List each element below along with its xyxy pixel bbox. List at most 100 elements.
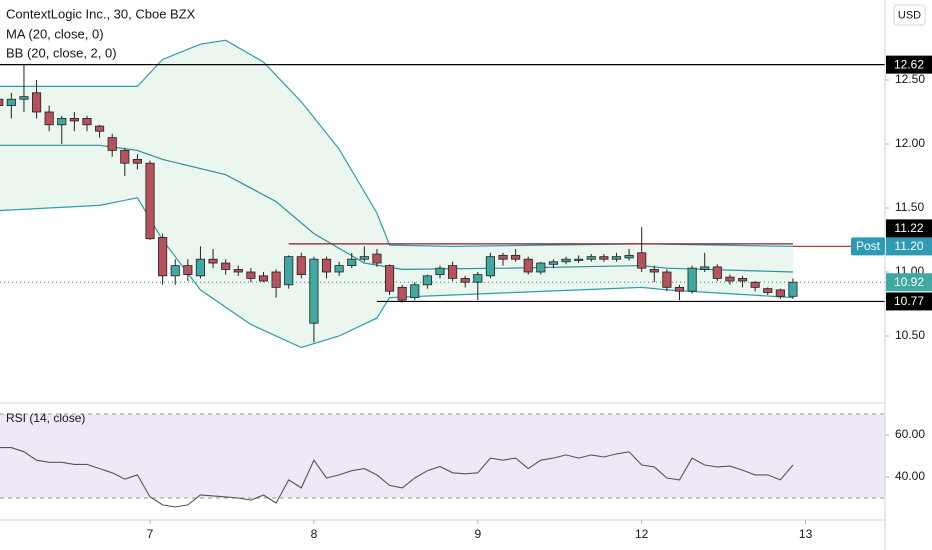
- candle-body: [750, 281, 760, 288]
- candle-body: [158, 237, 168, 277]
- candle-body: [195, 258, 206, 277]
- candle-body: [574, 258, 584, 261]
- axes: 7 8 9 12 1312.5012.0011.5011.0010.5010.7710.…: [147, 55, 932, 541]
- candle-body: [6, 98, 16, 106]
- ma-legend: MA (20, close, 0): [6, 26, 104, 41]
- candle-body: [536, 262, 546, 273]
- candle-body: [498, 254, 508, 260]
- candle-body: [561, 258, 571, 263]
- rsi-tick-label: 60.00: [895, 427, 925, 441]
- candle-body: [548, 261, 559, 265]
- candle-body: [649, 269, 659, 273]
- candle-body: [19, 96, 29, 100]
- candle-body: [473, 274, 483, 283]
- candle-body: [132, 158, 142, 164]
- candle-body: [422, 275, 432, 286]
- candle-body: [372, 253, 382, 264]
- price-label: 10.92: [894, 275, 924, 289]
- candle-body: [44, 111, 54, 126]
- candle-body: [599, 256, 609, 260]
- candle-body: [586, 256, 596, 260]
- candle-body: [775, 289, 785, 297]
- rsi-pane: [0, 413, 885, 508]
- price-label-box: [886, 273, 932, 292]
- candle-body: [208, 258, 218, 264]
- candle-body: [321, 258, 332, 273]
- currency: USD: [898, 9, 921, 21]
- candle-body: [511, 254, 521, 260]
- y-tick-label: 12.50: [895, 72, 925, 86]
- rsi-tick-label: 40.00: [895, 469, 925, 483]
- candle-body: [271, 271, 281, 288]
- price-tag: Post: [856, 239, 881, 253]
- candle-body: [334, 265, 344, 273]
- x-tick-label: 8: [311, 527, 318, 541]
- candle-body: [69, 118, 79, 122]
- rsi-line: [0, 447, 794, 508]
- candle-body: [460, 277, 470, 283]
- candle-body: [674, 286, 685, 292]
- candle-body: [221, 262, 231, 270]
- candle-body: [309, 258, 319, 324]
- bb-upper: [0, 39, 794, 248]
- candle-body: [258, 275, 269, 282]
- price-label-box: [886, 292, 932, 311]
- candle-body: [359, 256, 369, 260]
- price-tag-box: [851, 237, 885, 256]
- candle-body: [170, 265, 180, 277]
- y-tick-label: 12.00: [895, 136, 925, 150]
- candle-body: [82, 118, 92, 126]
- currency-box[interactable]: [893, 4, 926, 26]
- candle-body: [347, 258, 357, 267]
- rsi-band: [0, 414, 885, 498]
- candle-body: [712, 266, 722, 279]
- candle-body: [296, 256, 306, 275]
- bb-lower: [0, 197, 794, 349]
- candle-body: [246, 271, 256, 279]
- candle-body: [662, 271, 672, 288]
- candle-body: [95, 125, 105, 132]
- candle-body: [397, 286, 407, 301]
- candle-body: [611, 256, 622, 260]
- x-tick-label: 7: [147, 527, 154, 541]
- x-tick-label: 9: [474, 527, 481, 541]
- candle-body: [145, 162, 155, 240]
- x-tick-label: 12: [635, 527, 649, 541]
- candle-body: [700, 266, 710, 270]
- candle-body: [107, 137, 117, 151]
- candle-body: [183, 265, 193, 275]
- candle-body: [788, 281, 798, 297]
- candle-body: [725, 276, 735, 282]
- y-tick-label: 10.50: [895, 328, 925, 342]
- candle-body: [0, 98, 4, 106]
- candle-body: [485, 256, 495, 277]
- candle-body: [624, 254, 634, 259]
- candle-body: [120, 149, 130, 164]
- candle-body: [284, 256, 294, 286]
- candle-body: [763, 288, 773, 293]
- chart-title: ContextLogic Inc., 30, Cboe BZX: [6, 6, 196, 21]
- candle-body: [31, 92, 42, 113]
- rsi-legend: RSI (14, close): [6, 411, 85, 425]
- candle-body: [737, 277, 748, 282]
- candle-body: [435, 267, 445, 275]
- candle-body: [687, 267, 697, 292]
- candle-body: [448, 265, 458, 279]
- price-pane: [0, 39, 885, 349]
- y-tick-label: 11.50: [895, 200, 924, 214]
- bb-legend: BB (20, close, 2, 0): [6, 45, 117, 60]
- x-tick-label: 13: [799, 527, 813, 541]
- price-label-box: [886, 55, 932, 74]
- price-label-box: [886, 219, 932, 238]
- candle-body: [57, 118, 67, 126]
- candle-body: [410, 284, 420, 298]
- price-label: 10.77: [894, 294, 924, 308]
- price-label: 12.62: [894, 57, 924, 71]
- price-label-box: [886, 237, 932, 256]
- candle-body: [384, 265, 395, 292]
- candle-body: [233, 269, 243, 273]
- price-label: 11.22: [894, 221, 923, 235]
- candle-body: [637, 252, 647, 269]
- candle-body: [523, 258, 533, 273]
